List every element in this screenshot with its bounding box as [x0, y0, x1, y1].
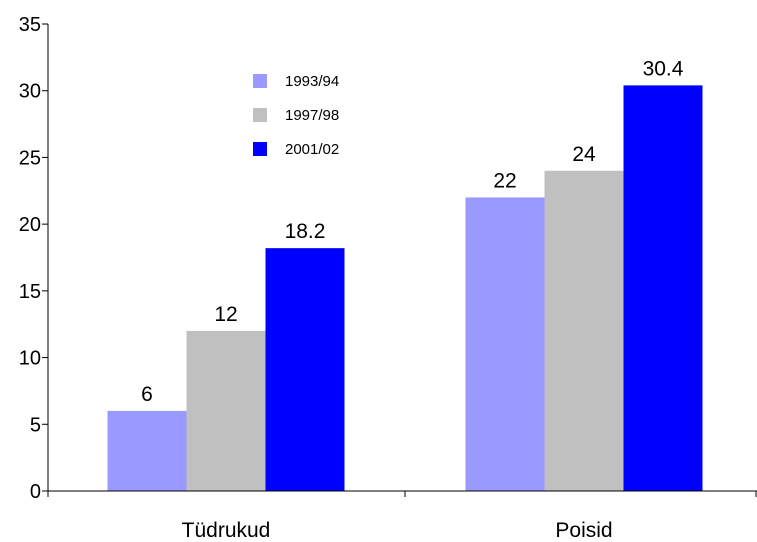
y-tick-label: 15: [19, 281, 41, 303]
legend-swatch: [253, 108, 267, 122]
bar-1993-94-tüdrukud: [107, 410, 187, 491]
x-tick-label: Tüdrukud: [182, 519, 271, 542]
data-label: 30.4: [643, 57, 684, 80]
legend-label: 1997/98: [285, 107, 339, 124]
legend-label: 2001/02: [285, 141, 339, 158]
y-tick-label: 25: [19, 147, 41, 169]
bars-group: [107, 85, 703, 492]
data-label: 6: [141, 383, 153, 406]
bar-2001-02-tüdrukud: [265, 248, 345, 491]
legend-label: 1993/94: [285, 73, 339, 90]
data-label: 24: [572, 143, 596, 166]
y-tick-label: 30: [19, 81, 41, 103]
bar-2001-02-poisid: [623, 85, 703, 492]
bar-1993-94-poisid: [465, 197, 545, 491]
data-label: 12: [214, 303, 237, 326]
bar-1997-98-tüdrukud: [186, 330, 266, 491]
y-tick-label: 5: [30, 414, 41, 436]
axes-group: Tüdrukud Poisid 0 5 10 15 20 25 30 35: [19, 14, 757, 542]
y-tick-label: 35: [19, 14, 41, 36]
legend: 1993/94 1997/98 2001/02: [253, 73, 339, 158]
y-tick-label: 0: [30, 481, 41, 503]
y-tick-label: 10: [19, 348, 41, 370]
data-label: 22: [493, 169, 516, 192]
data-labels-group: 6 12 18.2 22 24 30.4: [141, 57, 684, 406]
bar-1997-98-poisid: [544, 170, 624, 491]
legend-swatch: [253, 74, 267, 88]
x-tick-label: Poisid: [555, 519, 612, 542]
y-tick-label: 20: [19, 214, 41, 236]
legend-swatch: [253, 142, 267, 156]
data-label: 18.2: [285, 220, 326, 243]
